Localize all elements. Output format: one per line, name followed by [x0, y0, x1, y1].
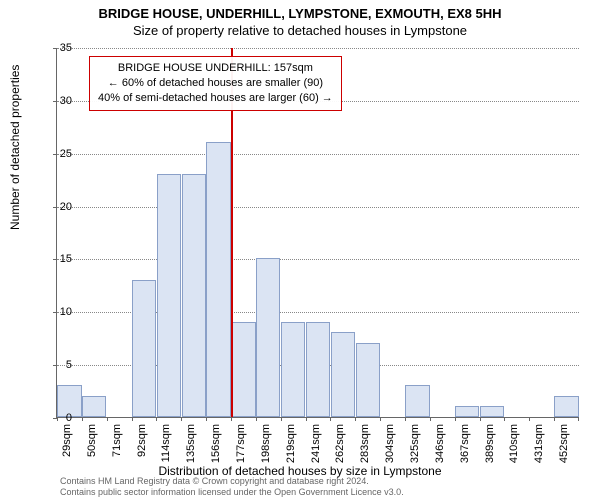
histogram-bar: [554, 396, 578, 417]
histogram-bar: [182, 174, 206, 417]
fineprint-line: Contains HM Land Registry data © Crown c…: [60, 476, 404, 487]
histogram-bar: [82, 396, 106, 417]
chart-subtitle: Size of property relative to detached ho…: [0, 21, 600, 38]
annotation-box: BRIDGE HOUSE UNDERHILL: 157sqm← 60% of d…: [89, 56, 342, 111]
chart-title: BRIDGE HOUSE, UNDERHILL, LYMPSTONE, EXMO…: [0, 0, 600, 21]
histogram-bar: [132, 280, 156, 417]
y-tick-label: 10: [48, 306, 72, 318]
plot-area: 29sqm50sqm71sqm92sqm114sqm135sqm156sqm17…: [56, 48, 578, 418]
histogram-bar: [455, 406, 479, 417]
y-tick-label: 15: [48, 253, 72, 265]
chart-container: BRIDGE HOUSE, UNDERHILL, LYMPSTONE, EXMO…: [0, 0, 600, 500]
histogram-bar: [405, 385, 429, 417]
y-tick-label: 0: [48, 412, 72, 424]
gridline: [57, 259, 579, 260]
histogram-bar: [256, 258, 280, 417]
histogram-bar: [480, 406, 504, 417]
annotation-line: ← 60% of detached houses are smaller (90…: [98, 76, 333, 91]
histogram-bar: [231, 322, 255, 417]
y-tick-label: 20: [48, 201, 72, 213]
y-axis-label: Number of detached properties: [8, 65, 22, 230]
gridline: [57, 154, 579, 155]
gridline: [57, 48, 579, 49]
histogram-bar: [356, 343, 380, 417]
histogram-bar: [281, 322, 305, 417]
y-tick-label: 5: [48, 359, 72, 371]
fine-print: Contains HM Land Registry data © Crown c…: [60, 476, 404, 498]
y-tick-label: 35: [48, 42, 72, 54]
gridline: [57, 207, 579, 208]
y-tick-label: 25: [48, 148, 72, 160]
histogram-bar: [331, 332, 355, 417]
histogram-bar: [206, 142, 230, 417]
fineprint-line: Contains public sector information licen…: [60, 487, 404, 498]
annotation-line: 40% of semi-detached houses are larger (…: [98, 91, 333, 106]
y-tick-label: 30: [48, 95, 72, 107]
annotation-line: BRIDGE HOUSE UNDERHILL: 157sqm: [98, 61, 333, 76]
histogram-bar: [157, 174, 181, 417]
histogram-bar: [306, 322, 330, 417]
